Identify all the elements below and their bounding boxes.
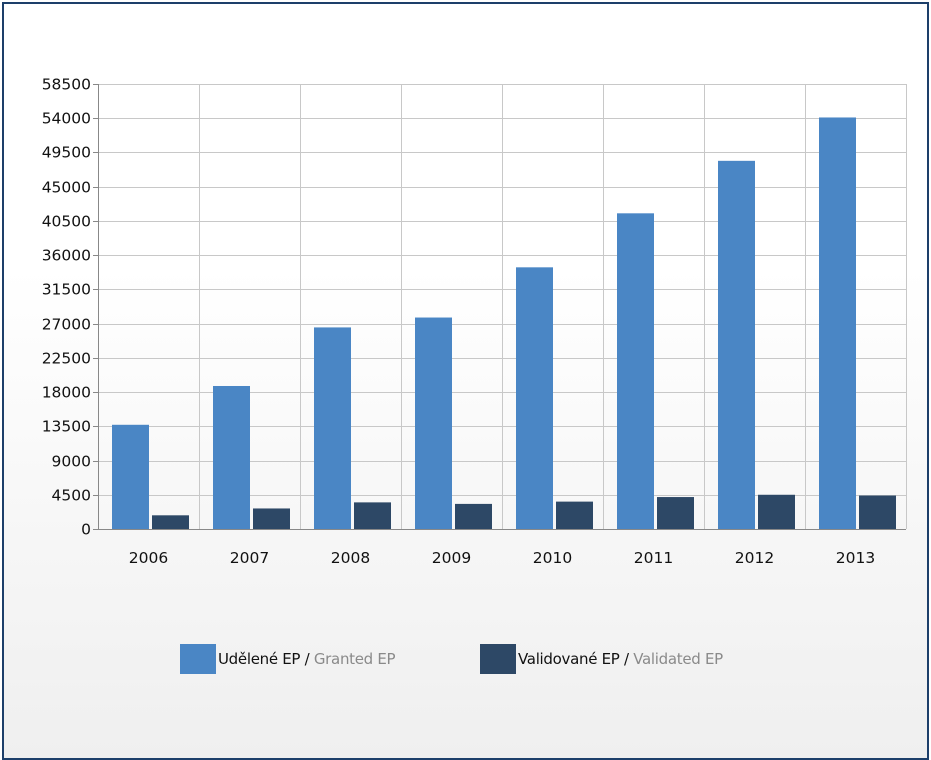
- y-tick-label: 40500: [42, 213, 91, 231]
- bar-validated-2013: [859, 496, 896, 529]
- bars: [112, 117, 896, 529]
- y-tick-label: 36000: [42, 247, 91, 265]
- bar-validated-2010: [556, 502, 593, 529]
- bar-chart: 0 4500 9000 13500 18000 22500 27000 31500 36000 4…: [4, 4, 927, 758]
- bar-granted-2012: [718, 161, 755, 529]
- y-tick-label: 18000: [42, 384, 91, 402]
- bar-validated-2011: [657, 497, 694, 529]
- x-tick-label: 2007: [230, 549, 269, 567]
- y-tick-label: 22500: [42, 350, 91, 368]
- y-tick-label: 4500: [52, 487, 91, 505]
- bar-validated-2006: [152, 515, 189, 529]
- y-tick-label: 31500: [42, 281, 91, 299]
- bar-validated-2007: [253, 508, 290, 529]
- x-tick-label: 2012: [735, 549, 774, 567]
- bar-granted-2006: [112, 425, 149, 529]
- x-tick-label: 2008: [331, 549, 370, 567]
- bar-granted-2009: [415, 318, 452, 529]
- bar-granted-2008: [314, 327, 351, 529]
- y-tick-label: 27000: [42, 316, 91, 334]
- bar-validated-2012: [758, 495, 795, 529]
- bar-granted-2011: [617, 213, 654, 529]
- x-tick-label: 2006: [129, 549, 168, 567]
- y-tick-label: 13500: [42, 418, 91, 436]
- x-tick-label: 2009: [432, 549, 471, 567]
- bar-validated-2009: [455, 504, 492, 529]
- bar-validated-2008: [354, 502, 391, 529]
- y-tick-label: 54000: [42, 110, 91, 128]
- bar-granted-2007: [213, 386, 250, 529]
- x-tick-label: 2013: [836, 549, 875, 567]
- y-tick-label: 45000: [42, 179, 91, 197]
- x-tick-label: 2010: [533, 549, 572, 567]
- bar-granted-2013: [819, 117, 856, 529]
- y-tick-label: 49500: [42, 144, 91, 162]
- x-tick-label: 2011: [634, 549, 673, 567]
- y-tick-label: 9000: [52, 453, 91, 471]
- y-tick-label: 0: [81, 521, 91, 539]
- bar-granted-2010: [516, 267, 553, 529]
- y-tick-label: 58500: [42, 76, 91, 94]
